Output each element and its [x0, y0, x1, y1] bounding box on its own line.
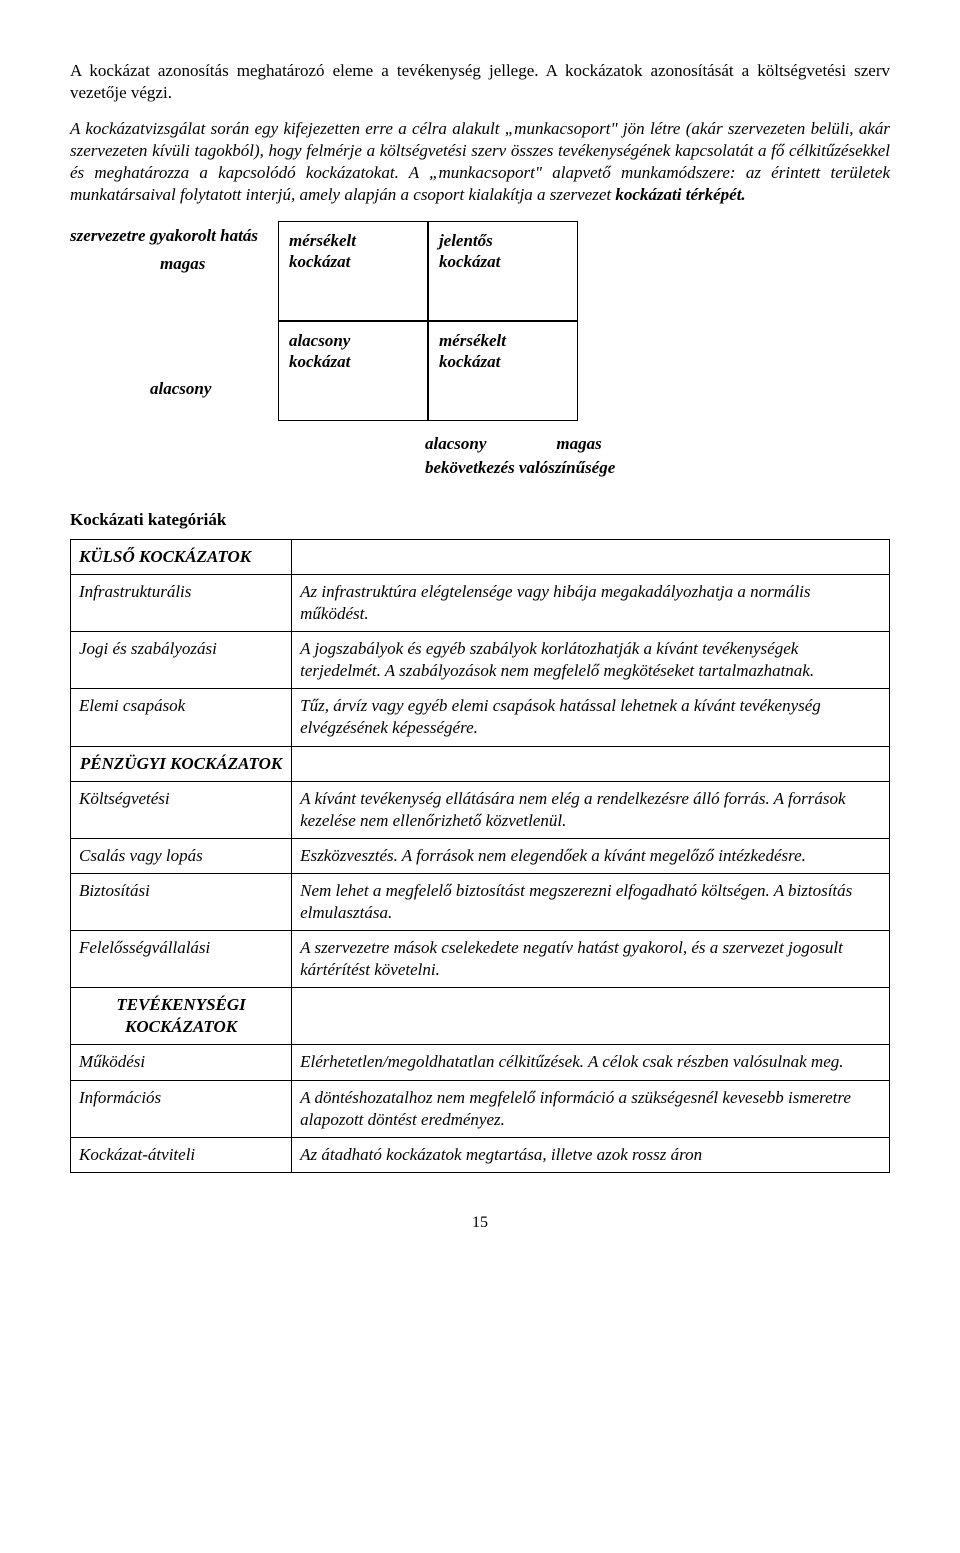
- table-row: PÉNZÜGYI KOCKÁZATOK: [71, 746, 890, 781]
- group-header-activity: TEVÉKENYSÉGI KOCKÁZATOK: [71, 988, 292, 1045]
- risk-key: Kockázat-átviteli: [71, 1137, 292, 1172]
- risk-key: Infrastrukturális: [71, 574, 292, 631]
- cell-low-low: alacsony kockázat: [278, 321, 428, 421]
- cell-high-low: mérsékelt kockázat: [278, 221, 428, 321]
- para2-bold: kockázati térképét.: [615, 185, 745, 204]
- cell-text: kockázat: [289, 252, 350, 271]
- table-row: Csalás vagy lopás Eszközvesztés. A forrá…: [71, 838, 890, 873]
- empty-cell: [292, 988, 890, 1045]
- table-row: KÜLSŐ KOCKÁZATOK: [71, 539, 890, 574]
- y-axis-title: szervezetre gyakorolt hatás: [70, 225, 258, 247]
- risk-desc: A jogszabályok és egyéb szabályok korlát…: [292, 632, 890, 689]
- risk-desc: A szervezetre mások cselekedete negatív …: [292, 931, 890, 988]
- table-row: Működési Elérhetetlen/megoldhatatlan cél…: [71, 1045, 890, 1080]
- empty-cell: [292, 746, 890, 781]
- cell-text: jelentős: [439, 231, 493, 250]
- risk-desc: Nem lehet a megfelelő biztosítást megsze…: [292, 873, 890, 930]
- cell-text: mérsékelt: [439, 331, 506, 350]
- table-row: Jogi és szabályozási A jogszabályok és e…: [71, 632, 890, 689]
- group-header-financial: PÉNZÜGYI KOCKÁZATOK: [71, 746, 292, 781]
- paragraph-intro: A kockázat azonosítás meghatározó eleme …: [70, 60, 890, 104]
- matrix-y-axis: szervezetre gyakorolt hatás magas alacso…: [70, 221, 278, 421]
- matrix-grid: mérsékelt kockázat jelentős kockázat ala…: [278, 221, 578, 421]
- x-label-low: alacsony: [425, 433, 486, 455]
- risk-key: Információs: [71, 1080, 292, 1137]
- risk-desc: Az átadható kockázatok megtartása, illet…: [292, 1137, 890, 1172]
- table-row: Információs A döntéshozatalhoz nem megfe…: [71, 1080, 890, 1137]
- cell-text: mérsékelt: [289, 231, 356, 250]
- table-row: Kockázat-átviteli Az átadható kockázatok…: [71, 1137, 890, 1172]
- risk-key: Jogi és szabályozási: [71, 632, 292, 689]
- table-row: Biztosítási Nem lehet a megfelelő biztos…: [71, 873, 890, 930]
- section-title-categories: Kockázati kategóriák: [70, 509, 890, 531]
- risk-key: Költségvetési: [71, 781, 292, 838]
- risk-categories-table: KÜLSŐ KOCKÁZATOK Infrastrukturális Az in…: [70, 539, 890, 1173]
- risk-key: Csalás vagy lopás: [71, 838, 292, 873]
- empty-cell: [292, 539, 890, 574]
- cell-text: kockázat: [439, 252, 500, 271]
- risk-key: Felelősségvállalási: [71, 931, 292, 988]
- page-number: 15: [70, 1213, 890, 1234]
- para2-text-a: A kockázatvizsgálat során egy kifejezett…: [70, 119, 890, 204]
- cell-low-high: mérsékelt kockázat: [428, 321, 578, 421]
- table-row: Költségvetési A kívánt tevékenység ellát…: [71, 781, 890, 838]
- risk-desc: A kívánt tevékenység ellátására nem elég…: [292, 781, 890, 838]
- table-row: Elemi csapások Tűz, árvíz vagy egyéb ele…: [71, 689, 890, 746]
- table-row: Infrastrukturális Az infrastruktúra elég…: [71, 574, 890, 631]
- risk-desc: A döntéshozatalhoz nem megfelelő informá…: [292, 1080, 890, 1137]
- risk-desc: Elérhetetlen/megoldhatatlan célkitűzések…: [292, 1045, 890, 1080]
- y-label-low: alacsony: [150, 378, 258, 400]
- matrix-x-axis: alacsony magas bekövetkezés valószínűség…: [425, 433, 890, 479]
- risk-desc: Eszközvesztés. A források nem elegendőek…: [292, 838, 890, 873]
- group-header-external: KÜLSŐ KOCKÁZATOK: [71, 539, 292, 574]
- cell-high-high: jelentős kockázat: [428, 221, 578, 321]
- x-label-high: magas: [556, 433, 601, 455]
- cell-text: kockázat: [439, 352, 500, 371]
- table-row: Felelősségvállalási A szervezetre mások …: [71, 931, 890, 988]
- risk-key: Elemi csapások: [71, 689, 292, 746]
- x-axis-title: bekövetkezés valószínűsége: [425, 457, 890, 479]
- risk-key: Biztosítási: [71, 873, 292, 930]
- risk-key: Működési: [71, 1045, 292, 1080]
- cell-text: kockázat: [289, 352, 350, 371]
- risk-desc: Tűz, árvíz vagy egyéb elemi csapások hat…: [292, 689, 890, 746]
- paragraph-methodology: A kockázatvizsgálat során egy kifejezett…: [70, 118, 890, 206]
- y-label-high: magas: [160, 253, 258, 275]
- cell-text: alacsony: [289, 331, 350, 350]
- risk-matrix: szervezetre gyakorolt hatás magas alacso…: [70, 221, 890, 421]
- table-row: TEVÉKENYSÉGI KOCKÁZATOK: [71, 988, 890, 1045]
- risk-desc: Az infrastruktúra elégtelensége vagy hib…: [292, 574, 890, 631]
